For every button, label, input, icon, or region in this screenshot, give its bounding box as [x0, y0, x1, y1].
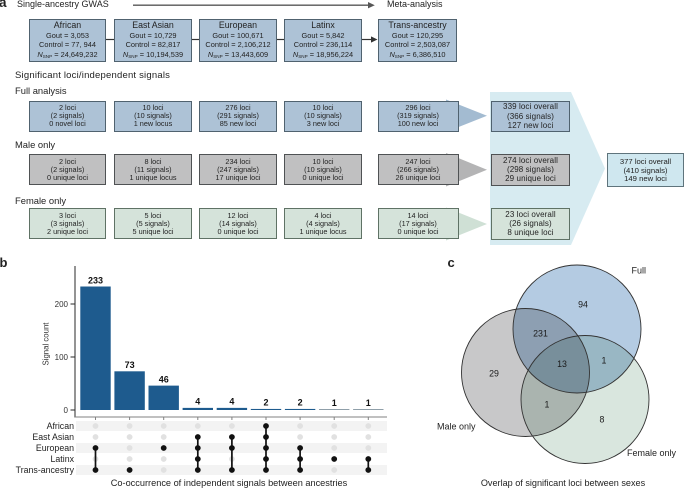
- svg-text:Signal count: Signal count: [42, 322, 51, 366]
- svg-text:East Asian: East Asian: [32, 432, 74, 442]
- svg-text:13: 13: [557, 359, 567, 369]
- svg-text:8: 8: [600, 414, 605, 424]
- svg-text:46: 46: [159, 374, 169, 384]
- svg-text:Trans-ancestry: Trans-ancestry: [16, 465, 75, 475]
- svg-text:233: 233: [88, 275, 103, 285]
- svg-text:Overlap of significant loci be: Overlap of significant loci between sexe…: [481, 478, 646, 488]
- svg-text:0: 0: [64, 406, 69, 415]
- svg-text:100: 100: [55, 353, 69, 362]
- svg-text:1: 1: [366, 398, 371, 408]
- svg-text:231: 231: [533, 329, 548, 339]
- svg-text:73: 73: [125, 360, 135, 370]
- svg-text:2: 2: [298, 398, 303, 408]
- svg-text:1: 1: [602, 356, 607, 366]
- svg-text:1: 1: [332, 398, 337, 408]
- svg-text:Co-occurrence of independent s: Co-occurrence of independent signals bet…: [111, 478, 348, 488]
- svg-text:2: 2: [263, 398, 268, 408]
- svg-text:4: 4: [195, 397, 200, 407]
- svg-text:European: European: [36, 443, 74, 453]
- svg-text:94: 94: [578, 300, 588, 310]
- svg-text:Male only: Male only: [437, 422, 476, 432]
- svg-text:4: 4: [229, 397, 234, 407]
- svg-text:Latinx: Latinx: [51, 454, 75, 464]
- svg-text:Full: Full: [632, 266, 647, 276]
- svg-text:200: 200: [55, 300, 69, 309]
- svg-text:Female only: Female only: [627, 448, 677, 458]
- svg-text:1: 1: [545, 399, 550, 409]
- svg-text:29: 29: [489, 368, 499, 378]
- svg-text:African: African: [47, 421, 74, 431]
